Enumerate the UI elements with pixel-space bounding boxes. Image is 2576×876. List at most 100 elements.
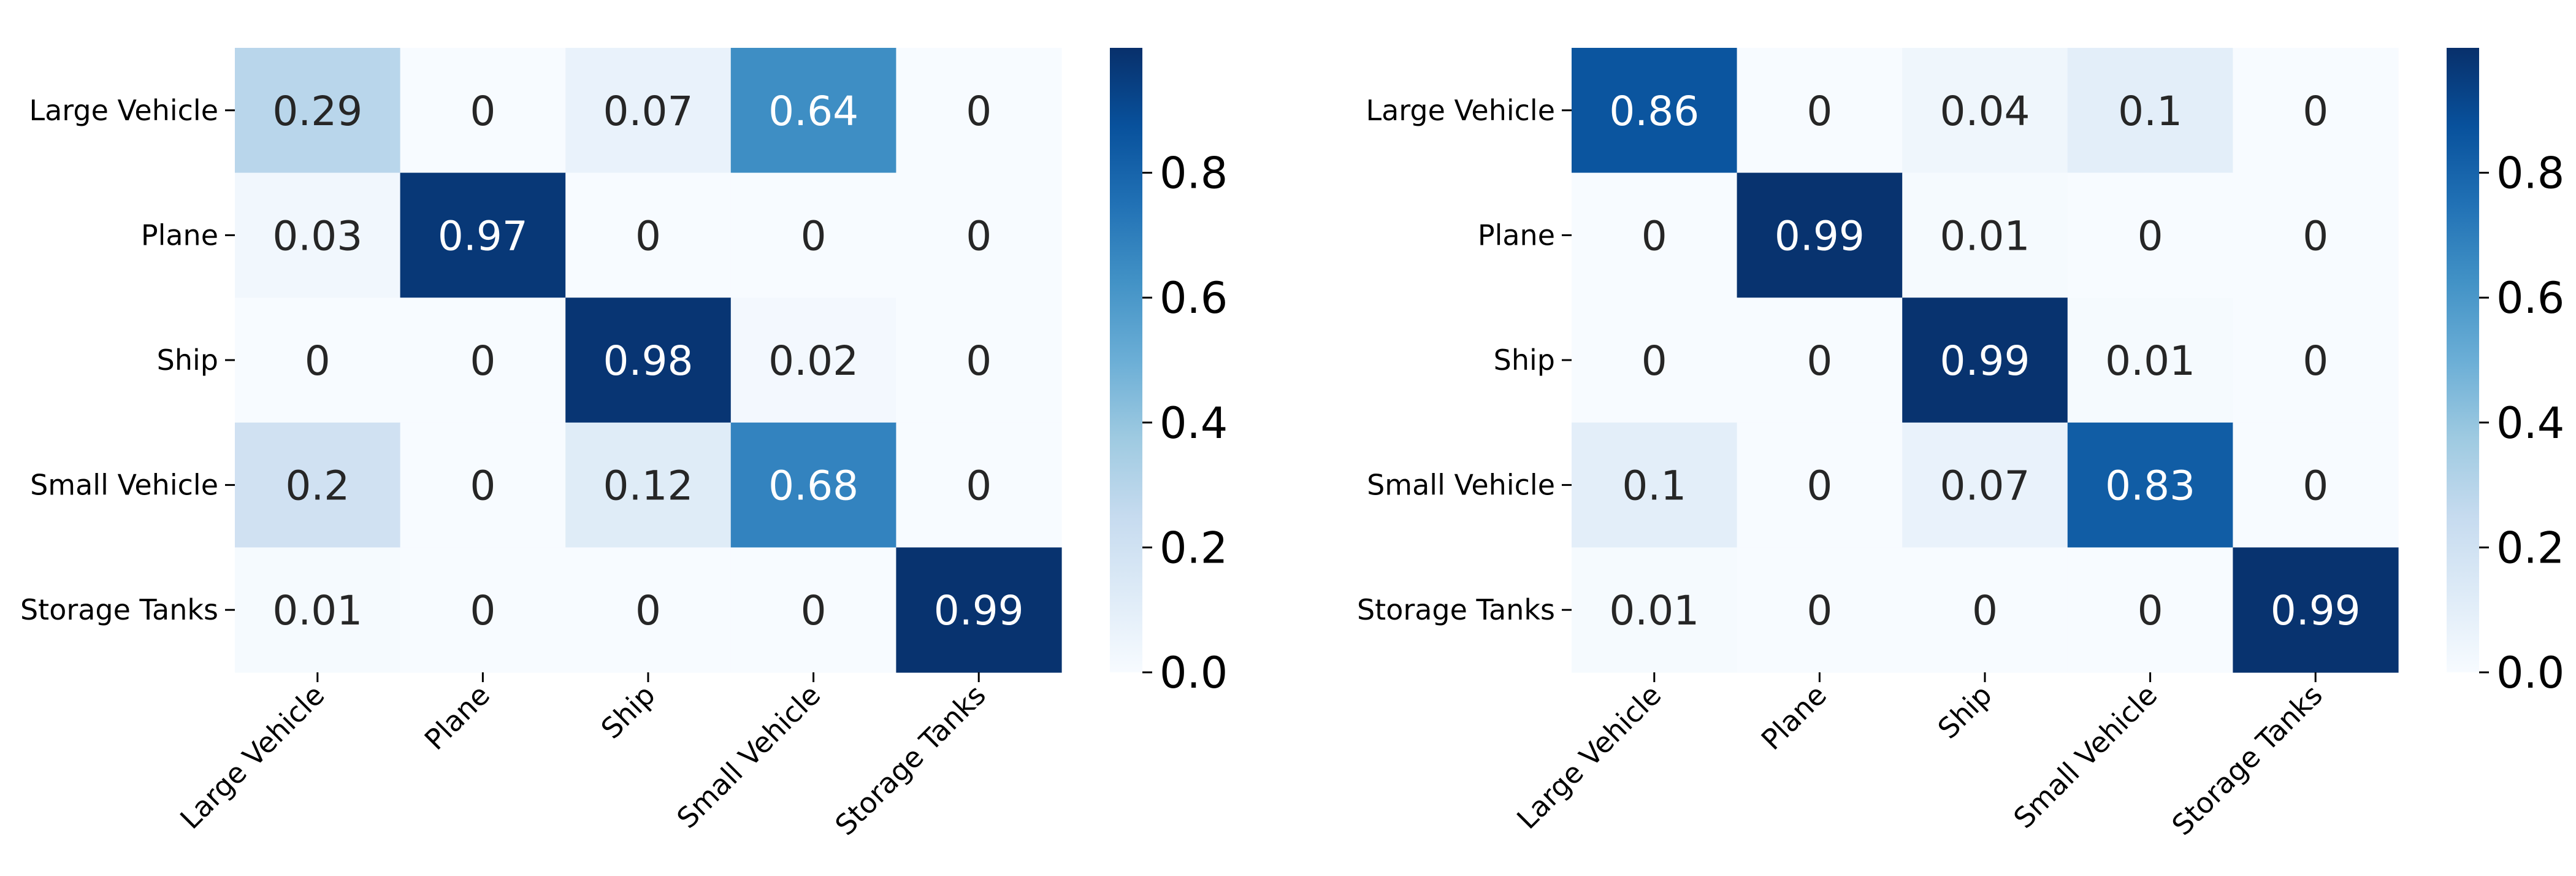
heatmap-cell-ship-large-vehicle xyxy=(235,298,401,423)
cell-value-label: 0.98 xyxy=(603,337,694,385)
heatmap-cell-plane-small-vehicle xyxy=(2067,172,2233,298)
x-tick-label-storage-tanks: Storage Tanks xyxy=(828,678,992,842)
cell-value-label: 0.1 xyxy=(1622,463,1686,510)
heatmap-cell-ship-plane xyxy=(400,298,566,423)
cell-value-label: 0.99 xyxy=(934,587,1024,634)
y-tick-label-ship: Ship xyxy=(1494,344,1555,377)
heatmap-cell-plane-plane xyxy=(400,172,566,298)
colorbar-tick-label: 0.8 xyxy=(1160,148,1228,199)
cell-value-label: 0.83 xyxy=(2105,463,2195,510)
heatmap-cell-small-vehicle-storage-tanks xyxy=(2233,422,2399,548)
heatmap-cell-large-vehicle-plane xyxy=(1737,48,1903,174)
cell-value-label: 0.68 xyxy=(768,463,858,510)
colorbar-tick-label: 0.0 xyxy=(2496,648,2564,698)
cell-value-label: 0.99 xyxy=(2271,587,2361,634)
heatmap-cell-storage-tanks-large-vehicle xyxy=(235,547,401,673)
heatmap-cell-storage-tanks-large-vehicle xyxy=(1572,547,1738,673)
cell-value-label: 0.03 xyxy=(272,212,362,259)
colorbar-tick-label: 0.6 xyxy=(1160,273,1228,323)
cell-value-label: 0.99 xyxy=(1940,337,2030,385)
x-tick-label-ship: Ship xyxy=(595,678,662,745)
y-tick-label-plane: Plane xyxy=(1478,218,1555,252)
heatmap-cell-small-vehicle-large-vehicle xyxy=(235,422,401,548)
heatmap-cell-large-vehicle-storage-tanks xyxy=(2233,48,2399,174)
x-tick-label-plane: Plane xyxy=(418,678,496,756)
colorbar-tick-label: 0.0 xyxy=(1160,648,1228,698)
colorbar-tick-label: 0.8 xyxy=(2496,148,2564,199)
heatmap-cell-plane-large-vehicle xyxy=(235,172,401,298)
cell-value-label: 0 xyxy=(1642,212,1667,259)
cell-value-label: 0 xyxy=(966,212,992,259)
cell-value-label: 0.2 xyxy=(285,463,350,510)
heatmap-cell-small-vehicle-small-vehicle xyxy=(2067,422,2233,548)
heatmap-cell-large-vehicle-small-vehicle xyxy=(730,48,896,174)
cell-value-label: 0 xyxy=(2303,212,2328,259)
y-tick-label-large-vehicle: Large Vehicle xyxy=(29,94,218,127)
heatmap-cell-small-vehicle-ship xyxy=(565,422,732,548)
colorbar xyxy=(1110,48,1142,672)
heatmap-cell-ship-small-vehicle xyxy=(730,298,896,423)
cell-value-label: 0 xyxy=(966,337,992,385)
heatmap-cell-ship-storage-tanks xyxy=(2233,298,2399,423)
cell-value-label: 0 xyxy=(2303,337,2328,385)
cell-value-label: 0.07 xyxy=(603,88,694,135)
cell-value-label: 0.99 xyxy=(1775,212,1865,259)
y-tick-label-small-vehicle: Small Vehicle xyxy=(1367,469,1555,502)
cell-value-label: 0 xyxy=(1806,463,1832,510)
cell-value-label: 0 xyxy=(1642,337,1667,385)
heatmap-cell-plane-ship xyxy=(565,172,732,298)
x-tick-label-small-vehicle: Small Vehicle xyxy=(2007,678,2163,835)
cell-value-label: 0.01 xyxy=(2105,337,2195,385)
cell-value-label: 0 xyxy=(470,587,495,634)
cell-value-label: 0.02 xyxy=(768,337,858,385)
y-tick-label-small-vehicle: Small Vehicle xyxy=(30,469,218,502)
heatmap-cell-large-vehicle-ship xyxy=(565,48,732,174)
cell-value-label: 0 xyxy=(2303,463,2328,510)
heatmap-cell-small-vehicle-large-vehicle xyxy=(1572,422,1738,548)
heatmap-cell-small-vehicle-plane xyxy=(1737,422,1903,548)
cell-value-label: 0.12 xyxy=(603,463,694,510)
cell-value-label: 0.64 xyxy=(768,88,858,135)
x-tick-label-small-vehicle: Small Vehicle xyxy=(670,678,827,835)
heatmap-cell-plane-storage-tanks xyxy=(2233,172,2399,298)
cell-value-label: 0 xyxy=(305,337,331,385)
x-tick-label-ship: Ship xyxy=(1932,678,1998,745)
cell-value-label: 0 xyxy=(1806,88,1832,135)
heatmap-cell-small-vehicle-storage-tanks xyxy=(896,422,1062,548)
cell-value-label: 0.01 xyxy=(1940,212,2030,259)
cell-value-label: 0 xyxy=(966,88,992,135)
heatmap-cell-plane-small-vehicle xyxy=(730,172,896,298)
cell-value-label: 0 xyxy=(966,463,992,510)
cell-value-label: 0 xyxy=(470,88,495,135)
x-tick-label-large-vehicle: Large Vehicle xyxy=(174,678,331,836)
heatmap-cell-ship-small-vehicle xyxy=(2067,298,2233,423)
heatmap-cell-large-vehicle-ship xyxy=(1902,48,2068,174)
heatmap-cell-plane-large-vehicle xyxy=(1572,172,1738,298)
cell-value-label: 0 xyxy=(2138,212,2163,259)
heatmap-cell-small-vehicle-plane xyxy=(400,422,566,548)
cell-value-label: 0 xyxy=(1806,337,1832,385)
cell-value-label: 0.04 xyxy=(1940,88,2030,135)
cell-value-label: 0 xyxy=(470,463,495,510)
heatmap-cell-small-vehicle-small-vehicle xyxy=(730,422,896,548)
colorbar-tick-label: 0.2 xyxy=(1160,523,1228,573)
cell-value-label: 0.29 xyxy=(272,88,362,135)
cell-value-label: 0 xyxy=(470,337,495,385)
y-tick-label-plane: Plane xyxy=(141,218,218,252)
cell-value-label: 0 xyxy=(635,587,661,634)
heatmap-cell-large-vehicle-small-vehicle xyxy=(2067,48,2233,174)
x-tick-label-large-vehicle: Large Vehicle xyxy=(1510,678,1667,836)
right-confusion-matrix: 0.86 0 0.04 0.1 0 0 0.99 0.01 0 0 0 0 0.99 0.01 0 0.1 0 0… xyxy=(1357,48,2564,842)
cell-value-label: 0.1 xyxy=(2118,88,2182,135)
colorbar-tick-label: 0.4 xyxy=(1160,398,1228,448)
heatmap-cell-ship-ship xyxy=(1902,298,2068,423)
heatmap-cell-large-vehicle-plane xyxy=(400,48,566,174)
heatmap-cell-ship-ship xyxy=(565,298,732,423)
cell-value-label: 0.97 xyxy=(438,212,528,259)
cell-value-label: 0 xyxy=(2303,88,2328,135)
heatmap-cell-plane-storage-tanks xyxy=(896,172,1062,298)
colorbar-tick-label: 0.4 xyxy=(2496,398,2564,448)
cell-value-label: 0.07 xyxy=(1940,463,2030,510)
cell-value-label: 0.86 xyxy=(1609,88,1699,135)
